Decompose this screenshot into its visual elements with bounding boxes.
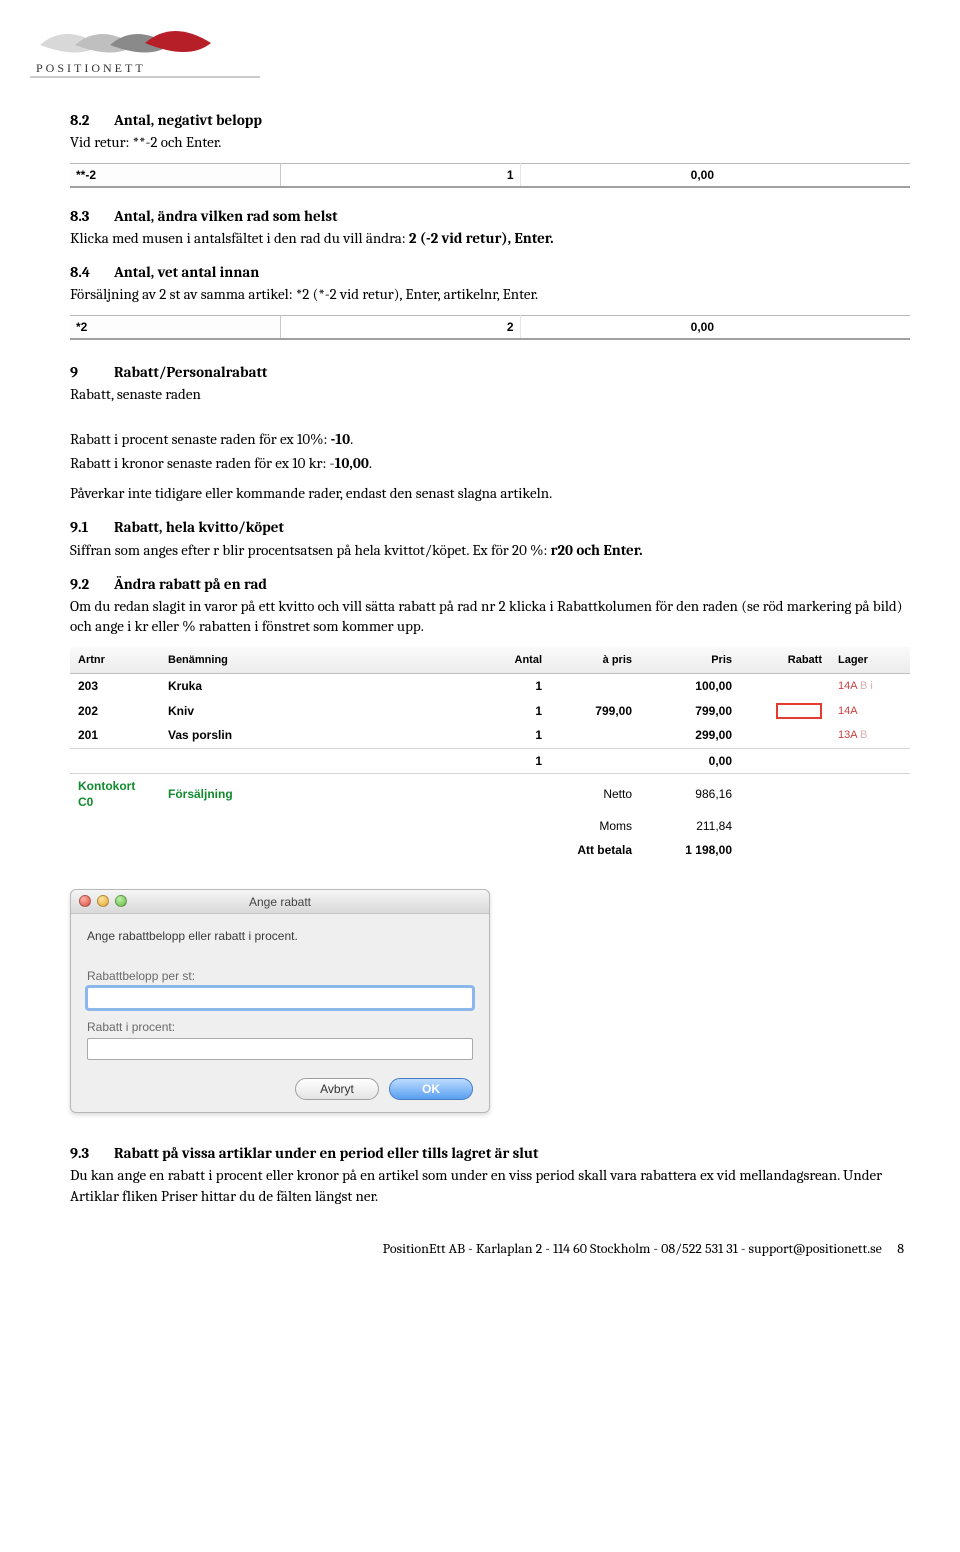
input-rabattbelopp[interactable] [87, 987, 473, 1009]
receipt-table: Artnr Benämning Antal à pris Pris Rabatt… [70, 647, 910, 863]
input-line-1: **-2 1 0,00 [70, 163, 910, 188]
receipt-payment-row: Kontokort C0 Försäljning Netto 986,16 [70, 773, 910, 814]
input-line-2: *2 2 0,00 [70, 315, 910, 340]
line2-input[interactable]: *2 [70, 315, 280, 339]
zoom-icon[interactable] [115, 895, 127, 907]
rabatt-dialog: Ange rabatt Ange rabattbelopp eller raba… [70, 889, 490, 1114]
rabatt-highlight[interactable] [776, 703, 822, 719]
col-pris: Pris [640, 647, 740, 674]
col-benamning: Benämning [160, 647, 480, 674]
total-label-0: Netto [550, 773, 640, 814]
dialog-prompt: Ange rabattbelopp eller rabatt i procent… [87, 928, 473, 944]
body-9-p1: Rabatt i procent senaste raden för ex 10… [70, 429, 910, 449]
heading-9-1: 9.1Rabatt, hela kvitto/köpet [70, 517, 910, 537]
body-8-4: Försäljning av 2 st av samma artikel: *2… [70, 284, 910, 304]
col-artnr: Artnr [70, 647, 160, 674]
line2-qty: 2 [280, 315, 520, 339]
heading-9-2: 9.2Ändra rabatt på en rad [70, 574, 910, 594]
total-value-0: 986,16 [640, 773, 740, 814]
line1-price: 0,00 [520, 163, 720, 187]
total-label-2: Att betala [550, 838, 640, 862]
col-lager: Lager [830, 647, 910, 674]
dialog-title: Ange rabatt [249, 895, 311, 909]
table-row: 203Kruka1100,0014A B i [70, 674, 910, 699]
body-8-3: Klicka med musen i antalsfältet i den ra… [70, 228, 910, 248]
input-rabattprocent[interactable] [87, 1038, 473, 1060]
ok-button[interactable]: OK [389, 1078, 473, 1100]
heading-8-3: 8.3Antal, ändra vilken rad som helst [70, 206, 910, 226]
logo-text: POSITIONETT [36, 61, 146, 75]
body-9-1: Siffran som anges efter r blir procentsa… [70, 540, 910, 560]
receipt-loose-row: 1 0,00 [70, 748, 910, 773]
line1-qty: 1 [280, 163, 520, 187]
sub-9: Rabatt, senaste raden [70, 384, 910, 404]
heading-8-2: 8.2Antal, negativt belopp [70, 110, 910, 130]
body-9-3: Du kan ange en rabatt i procent eller kr… [70, 1165, 910, 1206]
table-row: 202Kniv1799,00799,0014A [70, 699, 910, 724]
col-rabatt: Rabatt [740, 647, 830, 674]
label-rabattbelopp: Rabattbelopp per st: [87, 968, 473, 984]
minimize-icon[interactable] [97, 895, 109, 907]
receipt-total-attbetala: Att betala 1 198,00 [70, 838, 910, 862]
body-9-p3: Påverkar inte tidigare eller kommande ra… [70, 483, 910, 503]
receipt-total-moms: Moms 211,84 [70, 814, 910, 838]
total-label-1: Moms [550, 814, 640, 838]
cancel-button[interactable]: Avbryt [295, 1078, 379, 1100]
col-apris: à pris [550, 647, 640, 674]
logo: POSITIONETT [30, 20, 910, 82]
total-value-2: 1 198,00 [640, 838, 740, 862]
table-row: 201Vas porslin1299,0013A B [70, 723, 910, 748]
receipt-header-row: Artnr Benämning Antal à pris Pris Rabatt… [70, 647, 910, 674]
body-9-p2: Rabatt i kronor senaste raden för ex 10 … [70, 453, 910, 473]
line1-input[interactable]: **-2 [70, 163, 280, 187]
total-value-1: 211,84 [640, 814, 740, 838]
close-icon[interactable] [79, 895, 91, 907]
dialog-titlebar: Ange rabatt [71, 890, 489, 914]
label-rabattprocent: Rabatt i procent: [87, 1019, 473, 1035]
line2-price: 0,00 [520, 315, 720, 339]
page-footer: PositionEtt AB - Karlaplan 2 - 114 60 St… [70, 1240, 910, 1259]
heading-9: 9Rabatt/Personalrabatt [70, 362, 910, 382]
col-antal: Antal [480, 647, 550, 674]
heading-8-4: 8.4Antal, vet antal innan [70, 262, 910, 282]
heading-9-3: 9.3Rabatt på vissa artiklar under en per… [70, 1143, 910, 1163]
body-8-2: Vid retur: **-2 och Enter. [70, 132, 910, 152]
body-9-2: Om du redan slagit in varor på ett kvitt… [70, 596, 910, 637]
